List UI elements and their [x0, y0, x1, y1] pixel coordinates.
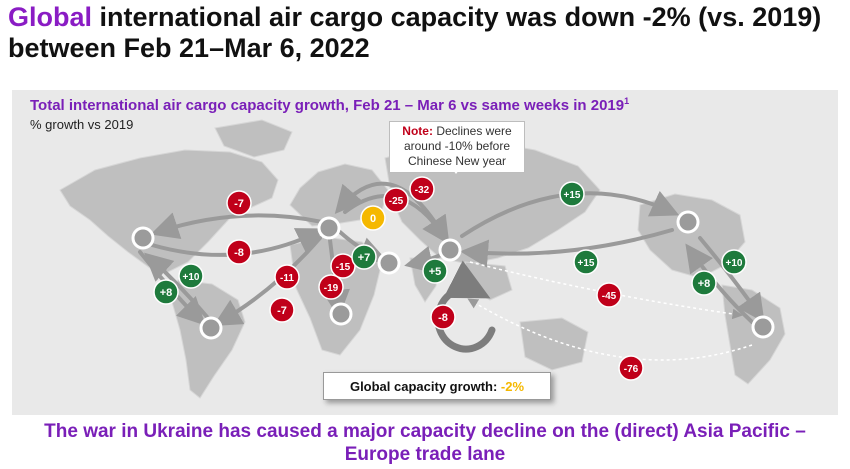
growth-badge: -7 [269, 297, 295, 323]
region-hubs [131, 210, 775, 340]
growth-badge-label: -76 [624, 364, 639, 375]
growth-badge-circle [360, 205, 386, 231]
growth-badge: +8 [691, 270, 717, 296]
page-title: Global international air cargo capacity … [8, 2, 843, 64]
growth-badge-circle [178, 263, 204, 289]
title-accent: Global [8, 2, 93, 32]
growth-badge: +15 [573, 249, 599, 275]
note-callout-tail [450, 166, 462, 174]
hub-europe [317, 216, 341, 240]
growth-badge: +10 [721, 249, 747, 275]
arrow-europe-to-na [150, 212, 324, 240]
global-capacity-box: Global capacity growth: -2% [323, 372, 551, 400]
growth-badge-label: -8 [234, 247, 244, 259]
arrow-europe-to-sa [213, 236, 322, 327]
growth-badge-label: +7 [358, 252, 371, 264]
hub-north-america [131, 226, 155, 250]
growth-badge: -8 [226, 239, 252, 265]
global-capacity-label: Global capacity growth: [349, 379, 501, 394]
chart-title: Total international air cargo capacity g… [30, 96, 629, 114]
growth-badge-label: +8 [698, 278, 711, 290]
growth-badge: -7 [226, 190, 252, 216]
greenland-shape [214, 119, 293, 158]
note-text: Declines were around -10% before Chinese… [403, 124, 512, 168]
chart-unit-label: % growth vs 2019 [30, 117, 134, 132]
footer-message: The war in Ukraine has caused a major ca… [44, 421, 806, 465]
global-capacity-value: -2% [500, 379, 525, 394]
growth-badge-circle [153, 279, 179, 305]
growth-badge-label: -15 [336, 262, 351, 273]
australia-shape [519, 317, 589, 371]
growth-badge: +5 [422, 258, 448, 284]
southeast-asia-shape [464, 261, 513, 301]
growth-badge-circle [226, 190, 252, 216]
growth-badge-label: -25 [389, 196, 404, 207]
growth-badge: -19 [318, 274, 344, 300]
growth-badge-label: +5 [429, 266, 442, 278]
growth-badge-label: -32 [415, 185, 430, 196]
growth-badge-circle [383, 187, 409, 213]
growth-badge-circle [596, 282, 622, 308]
growth-badge-label: -7 [234, 198, 244, 210]
hub-middle-east [377, 251, 401, 275]
growth-badge-circle [269, 297, 295, 323]
arrow-asia-to-europe [334, 181, 442, 232]
hub-africa [329, 302, 353, 326]
growth-badge-circle [618, 355, 644, 381]
growth-badge-circle [226, 239, 252, 265]
growth-badge-label: -19 [324, 283, 339, 294]
growth-badge-label: +15 [564, 190, 581, 201]
arrow-sa-to-na [144, 252, 210, 320]
note-label: Note: [402, 124, 433, 138]
growth-badge: -11 [274, 264, 300, 290]
note-callout: Note: Declines were around -10% before C… [389, 121, 525, 173]
growth-badge: +10 [178, 263, 204, 289]
growth-badge-label: -7 [277, 305, 287, 317]
growth-badge: +8 [153, 279, 179, 305]
chart-title-text: Total international air cargo capacity g… [30, 97, 625, 114]
growth-badges: -7 -8 +10 +8 -11 -7 -15 -19 +7 0 -25 -32 +5 -8 +15 +15 -… [153, 176, 747, 381]
growth-badge-label: -11 [280, 273, 294, 284]
hub-south-america-east [751, 315, 775, 339]
arrow-na-to-asia [460, 228, 674, 268]
growth-badge: -45 [596, 282, 622, 308]
growth-badge: 0 [360, 205, 386, 231]
growth-badge-circle [422, 258, 448, 284]
hub-south-america [199, 316, 223, 340]
growth-badge-label: +10 [183, 272, 200, 283]
growth-badge-label: +10 [726, 258, 743, 269]
growth-badge-circle [721, 249, 747, 275]
growth-badge: -32 [409, 176, 435, 202]
arrow-asia-intra-loop [434, 260, 496, 353]
arrow-sa-to-na-east [685, 243, 754, 324]
growth-badge-circle [409, 176, 435, 202]
title-rest: international air cargo capacity was dow… [8, 2, 822, 63]
growth-badge-circle [559, 181, 585, 207]
growth-badge-circle [274, 264, 300, 290]
growth-badge-label: -8 [438, 312, 448, 324]
growth-badge: -76 [618, 355, 644, 381]
growth-badge-label: +15 [578, 258, 595, 269]
growth-badge-circle [351, 244, 377, 270]
growth-badge: +15 [559, 181, 585, 207]
arrow-sa-to-asia-dashed [467, 298, 753, 361]
growth-badge-label: 0 [370, 213, 376, 225]
growth-badge-label: -45 [602, 291, 617, 302]
growth-badge-circle [318, 274, 344, 300]
growth-badge-circle [430, 304, 456, 330]
growth-badge: -8 [430, 304, 456, 330]
growth-badge-label: +8 [160, 287, 173, 299]
growth-badge: -25 [383, 187, 409, 213]
chart-title-footnote: 1 [624, 96, 630, 106]
hub-north-america-east [676, 210, 700, 234]
growth-badge-circle [691, 270, 717, 296]
growth-badge-circle [573, 249, 599, 275]
growth-badge: +7 [351, 244, 377, 270]
hub-asia [438, 238, 462, 262]
